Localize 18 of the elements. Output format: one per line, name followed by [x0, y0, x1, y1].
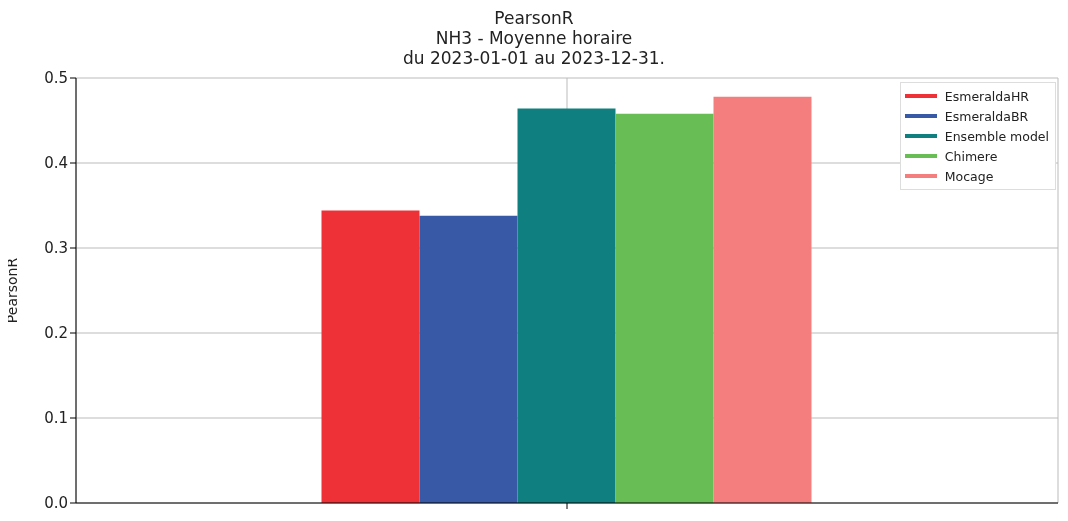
legend-label: EsmeraldaHR — [944, 88, 1030, 104]
legend-label: EsmeraldaBR — [944, 108, 1029, 124]
y-tick-label: 0.5 — [44, 69, 68, 88]
y-tick-label: 0.0 — [44, 494, 68, 513]
legend-label: Ensemble model — [944, 128, 1049, 144]
legend-label: Mocage — [944, 168, 994, 184]
bar — [419, 215, 518, 503]
chart-subtitle: NH3 - Moyenne horaire du 2023-01-01 au 2023-12-31. — [402, 28, 666, 68]
legend-label: Chimere — [944, 148, 998, 164]
y-tick-label: 0.4 — [44, 154, 68, 173]
y-tick-label: 0.2 — [44, 324, 68, 343]
y-tick-label: 0.3 — [44, 239, 68, 258]
bar — [713, 96, 812, 503]
y-tick-label: 0.1 — [44, 409, 68, 428]
bar — [321, 210, 420, 503]
bar — [517, 108, 616, 503]
chart-title: PearsonR — [493, 8, 575, 28]
bar — [615, 113, 714, 503]
